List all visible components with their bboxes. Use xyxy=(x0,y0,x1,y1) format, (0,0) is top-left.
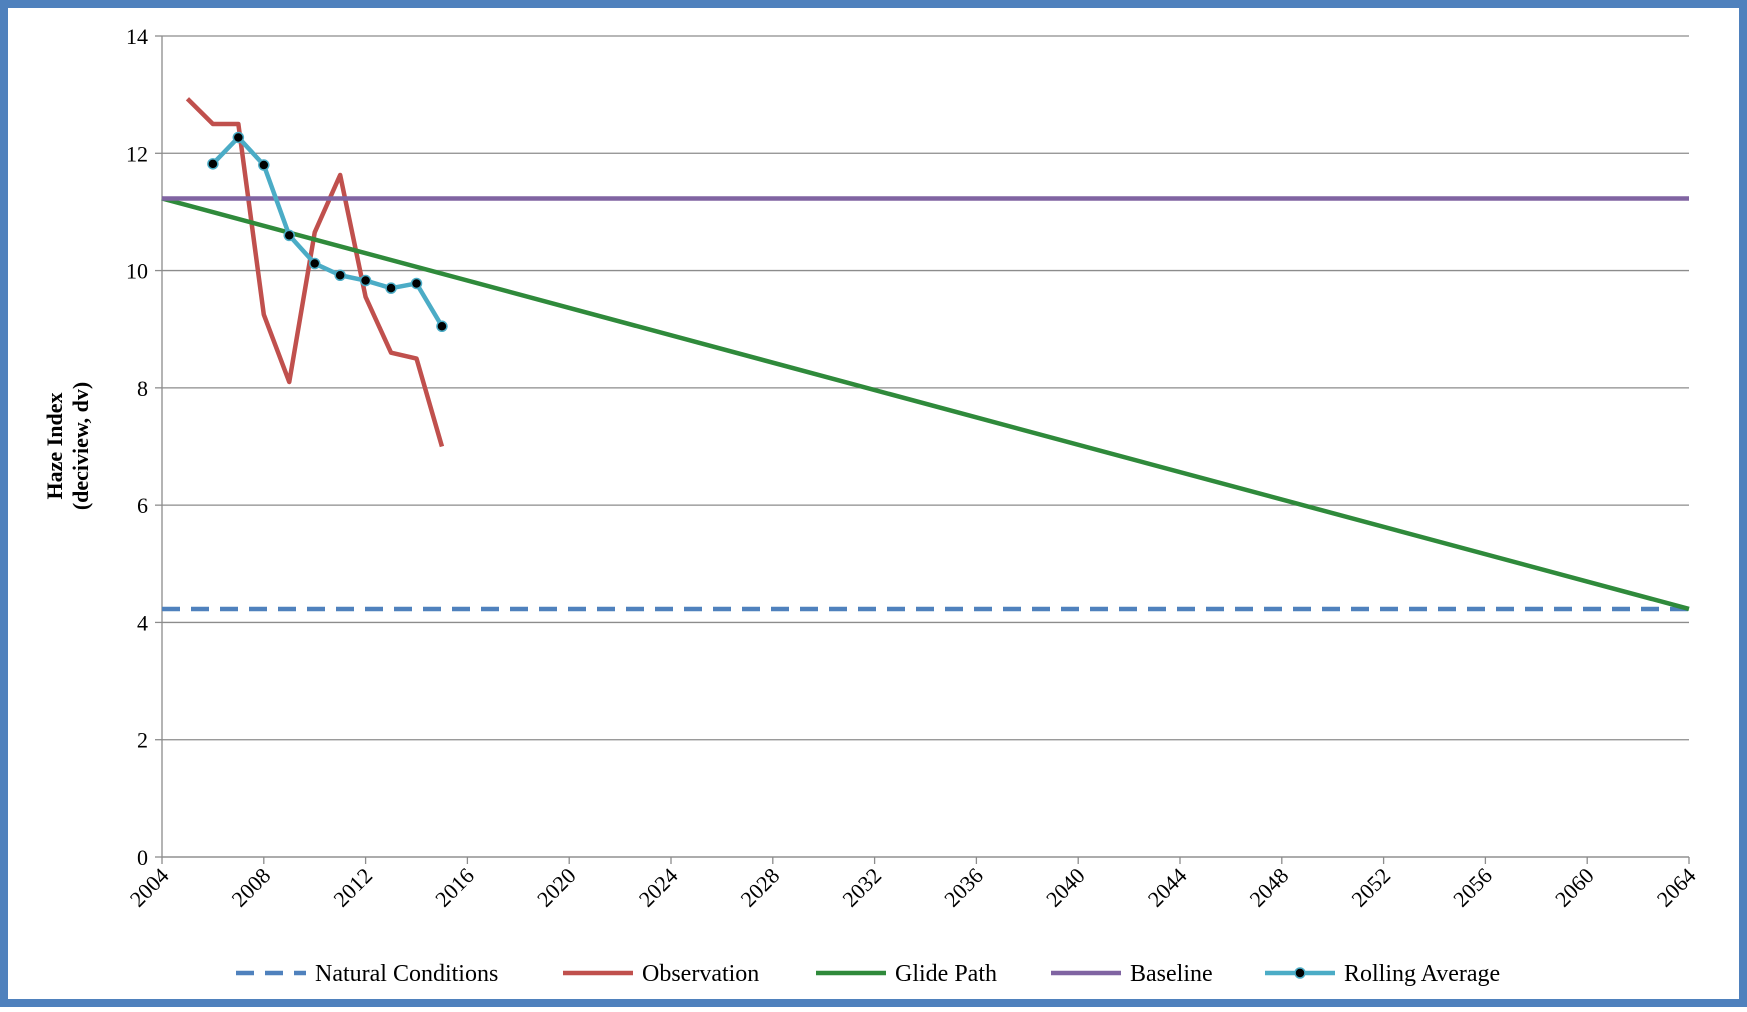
series-marker xyxy=(334,269,346,282)
legend-label: Natural Conditions xyxy=(315,961,498,987)
series-marker xyxy=(436,320,448,333)
series-marker xyxy=(308,257,321,270)
y-tick-label: 14 xyxy=(126,24,148,49)
y-tick-label: 2 xyxy=(137,728,148,753)
series-marker xyxy=(410,277,423,290)
y-axis-label: (deciview, dv) xyxy=(68,382,93,510)
series-marker xyxy=(232,131,245,144)
y-tick-label: 8 xyxy=(137,376,148,401)
y-tick-label: 12 xyxy=(126,141,148,166)
series-line xyxy=(211,135,444,328)
y-tick-label: 6 xyxy=(137,493,148,518)
y-axis-label: Haze Index xyxy=(42,393,67,500)
series-line xyxy=(161,196,1690,612)
legend-label: Rolling Average xyxy=(1344,961,1500,987)
series-marker xyxy=(258,159,270,171)
series-marker xyxy=(385,282,397,294)
series-line xyxy=(185,97,445,448)
series-marker xyxy=(359,274,372,287)
y-tick-label: 4 xyxy=(137,610,148,635)
y-tick-label: 10 xyxy=(126,259,148,284)
legend-label: Glide Path xyxy=(895,961,997,987)
legend-marker xyxy=(1294,967,1306,979)
legend-label: Observation xyxy=(642,961,759,987)
y-tick-label: 0 xyxy=(137,845,148,870)
series-marker xyxy=(283,229,295,242)
legend-label: Baseline xyxy=(1130,961,1213,987)
series-marker xyxy=(207,158,219,170)
